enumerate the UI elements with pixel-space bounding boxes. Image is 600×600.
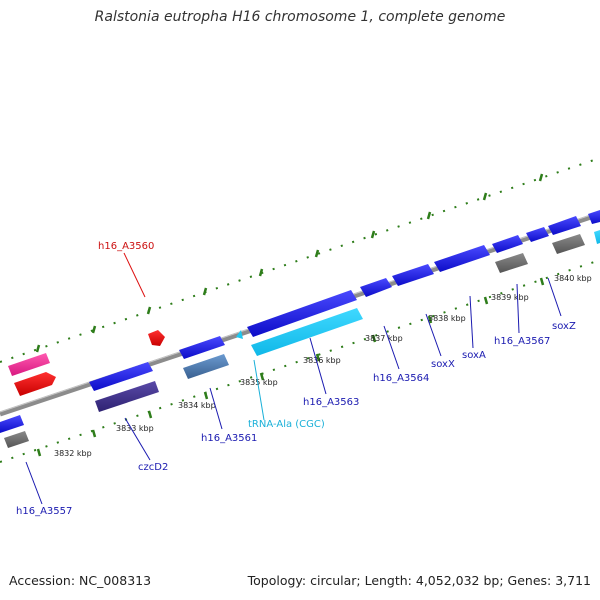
gene-label-trna: tRNA-Ala (CGC)	[248, 419, 325, 430]
outer-major-ticks	[35, 173, 544, 353]
gene-label-soxX: soxX	[431, 359, 455, 370]
gene-pink	[8, 353, 50, 376]
reverse-strand-genes[interactable]	[4, 230, 600, 448]
accession-text: Accession: NC_008313	[9, 573, 152, 588]
gene-red-small-h16_A3560	[148, 330, 165, 346]
gene-label-soxZ: soxZ	[552, 321, 576, 332]
gene-cyan-edge	[594, 230, 600, 244]
gene-h16_A3561-blue	[179, 336, 225, 359]
gene-czcD2-blue	[89, 362, 153, 391]
gene-label-czcD2: czcD2	[138, 462, 168, 473]
leader-h16_A3557	[25, 461, 43, 505]
gene-label-h16_A3564: h16_A3564	[373, 373, 429, 384]
inner-major-ticks	[36, 277, 545, 457]
gene-label-h16_A3567: h16_A3567	[494, 336, 550, 347]
gene-label-h16_A3561: h16_A3561	[201, 433, 257, 444]
gene-labels[interactable]: h16_A3560 h16_A3557 czcD2 h16_A3561 tRNA…	[16, 241, 576, 517]
gene-label-soxA: soxA	[462, 350, 486, 361]
gene-h16_A3567-blue	[492, 235, 523, 253]
leader-h16_A3561	[209, 387, 223, 430]
gene-soxZ-gray	[552, 234, 585, 254]
gene-label-h16_A3563: h16_A3563	[303, 397, 359, 408]
leader-h16_A3564	[383, 325, 400, 370]
leader-h16_A3567	[516, 283, 520, 334]
gene-label-h16_A3557: h16_A3557	[16, 506, 72, 517]
gene-h16_A3563-blue	[247, 290, 357, 337]
gene-h16_A3557-gray	[4, 431, 29, 448]
gene-red-1	[14, 372, 56, 396]
gene-label-h16_A3560: h16_A3560	[98, 241, 154, 252]
leader-czcD2	[124, 417, 151, 461]
gene-blue-edge	[588, 210, 600, 224]
kbp-label-3839: 3839 kbp	[491, 293, 529, 302]
gene-czcD2-navy	[95, 381, 159, 412]
map-title: Ralstonia eutropha H16 chromosome 1, com…	[94, 9, 506, 25]
leader-soxX	[425, 313, 442, 357]
forward-strand-genes[interactable]	[0, 210, 600, 433]
kbp-label-3832: 3832 kbp	[54, 449, 92, 458]
gene-soxZ-blue	[548, 216, 581, 235]
gene-trna	[236, 330, 243, 339]
kbp-label-3835: 3835 kbp	[240, 378, 278, 387]
gene-h16_A3567-gray	[495, 253, 528, 273]
topology-summary: Topology: circular; Length: 4,052,032 bp…	[247, 573, 591, 588]
inner-tick-ring	[0, 259, 600, 463]
kbp-label-3833: 3833 kbp	[116, 424, 154, 433]
gene-blue-3837	[360, 278, 392, 297]
gene-blue-left-edge	[0, 415, 24, 433]
kbp-label-3837: 3837 kbp	[365, 334, 403, 343]
gene-soxA-blue	[434, 245, 490, 272]
leader-h16_A3560	[123, 252, 146, 298]
gene-blue-small	[526, 227, 549, 242]
outer-tick-ring	[0, 157, 600, 363]
leader-soxA	[469, 295, 474, 349]
kbp-label-3838: 3838 kbp	[428, 314, 466, 323]
leader-h16_A3563	[309, 337, 327, 395]
gene-soxX-blue	[392, 264, 434, 286]
gene-h16_A3563-cyan	[251, 308, 363, 356]
gene-h16_A3561-steel	[183, 354, 229, 379]
leader-trna	[253, 359, 265, 421]
kbp-label-3834: 3834 kbp	[178, 401, 216, 410]
kbp-label-3840: 3840 kbp	[554, 274, 592, 283]
label-leader-lines	[25, 252, 562, 505]
leader-soxZ	[547, 277, 562, 317]
kbp-labels: 3832 kbp 3833 kbp 3834 kbp 3835 kbp 3836…	[54, 274, 592, 458]
kbp-label-3836: 3836 kbp	[303, 356, 341, 365]
